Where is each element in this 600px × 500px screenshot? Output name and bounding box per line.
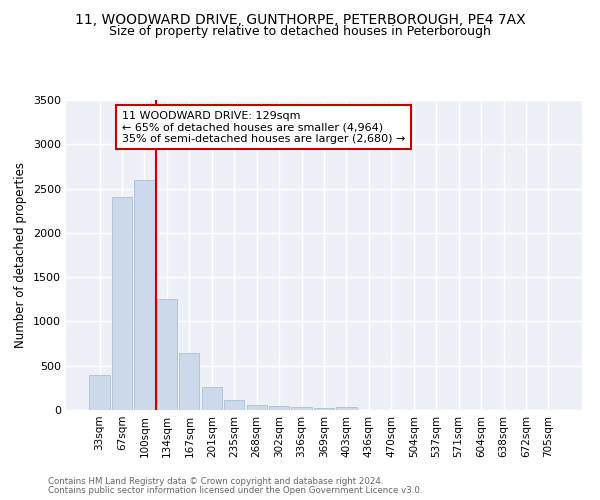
Text: Size of property relative to detached houses in Peterborough: Size of property relative to detached ho… (109, 25, 491, 38)
Text: Contains public sector information licensed under the Open Government Licence v3: Contains public sector information licen… (48, 486, 422, 495)
Bar (247, 405, 267, 410)
Bar (112, 198, 132, 410)
Text: 11, WOODWARD DRIVE, GUNTHORPE, PETERBOROUGH, PE4 7AX: 11, WOODWARD DRIVE, GUNTHORPE, PETERBORO… (74, 12, 526, 26)
Bar (179, 354, 199, 410)
Y-axis label: Number of detached properties: Number of detached properties (14, 162, 28, 348)
Bar (337, 407, 356, 410)
Text: 11 WOODWARD DRIVE: 129sqm
← 65% of detached houses are smaller (4,964)
35% of se: 11 WOODWARD DRIVE: 129sqm ← 65% of detac… (122, 110, 406, 144)
Text: Contains HM Land Registry data © Crown copyright and database right 2024.: Contains HM Land Registry data © Crown c… (48, 477, 383, 486)
Bar (269, 406, 289, 410)
Bar (157, 300, 177, 410)
Bar (134, 180, 155, 410)
Bar (292, 408, 311, 410)
Bar (89, 374, 110, 410)
Bar (314, 408, 334, 410)
Bar (224, 400, 244, 410)
Bar (202, 387, 222, 410)
